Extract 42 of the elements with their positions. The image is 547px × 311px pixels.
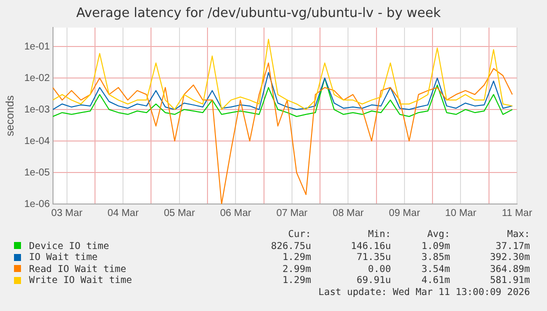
- y-tick-label: 1e-03: [24, 104, 50, 116]
- text: 71.35u: [356, 252, 392, 264]
- text: Avg:: [426, 229, 452, 240]
- y-tick-label: 1e-05: [24, 167, 50, 178]
- legend-label: IO Wait time: [28, 252, 99, 264]
- x-tick-label: 10 Mar: [445, 208, 477, 219]
- y-tick-label: 1e-02: [24, 72, 50, 84]
- text: 37.17m: [494, 240, 531, 252]
- x-tick-label: 05 Mar: [164, 208, 196, 219]
- text: 581.91m: [488, 275, 531, 286]
- text: 1.29m: [281, 275, 312, 286]
- y-axis-title: seconds: [4, 94, 17, 136]
- x-tick-label: 09 Mar: [388, 208, 421, 219]
- x-tick-label: 08 Mar: [332, 208, 364, 219]
- y-tick-label: 1e-01: [24, 41, 50, 52]
- text: 1.29m: [281, 252, 312, 264]
- text: 4.61m: [420, 275, 452, 286]
- text: 146.16u: [350, 240, 392, 252]
- text: 3.54m: [420, 264, 452, 275]
- text: 826.75u: [270, 240, 312, 252]
- y-tick-label: 1e-06: [24, 198, 50, 210]
- text: Cur:: [287, 229, 312, 240]
- text: 0.00: [367, 264, 392, 275]
- x-tick-label: 11 Mar: [502, 208, 533, 219]
- text: 392.30m: [488, 252, 531, 264]
- x-tick-label: 04 Mar: [108, 208, 140, 219]
- text: 364.89m: [488, 264, 531, 275]
- legend-label: Write IO Wait time: [28, 275, 133, 286]
- text: Max:: [506, 229, 531, 240]
- x-tick-label: 03 Mar: [51, 208, 84, 219]
- text: Min:: [367, 229, 392, 240]
- x-tick-label: 07 Mar: [276, 208, 308, 219]
- text: 3.85m: [420, 252, 452, 264]
- text: Last update: Wed Mar 11 13:00:09 2026: [317, 286, 531, 298]
- legend-label: Device IO time: [28, 240, 110, 252]
- chart-title: Average latency for /dev/ubuntu-vg/ubuntu-lv - by week: [76, 6, 442, 22]
- legend-label: Read IO Wait time: [28, 264, 128, 275]
- x-tick-label: 06 Mar: [220, 208, 252, 219]
- text: 1.09m: [420, 240, 452, 252]
- text: 2.99m: [281, 264, 312, 275]
- y-tick-label: 1e-04: [24, 136, 50, 147]
- text: 69.91u: [356, 275, 392, 286]
